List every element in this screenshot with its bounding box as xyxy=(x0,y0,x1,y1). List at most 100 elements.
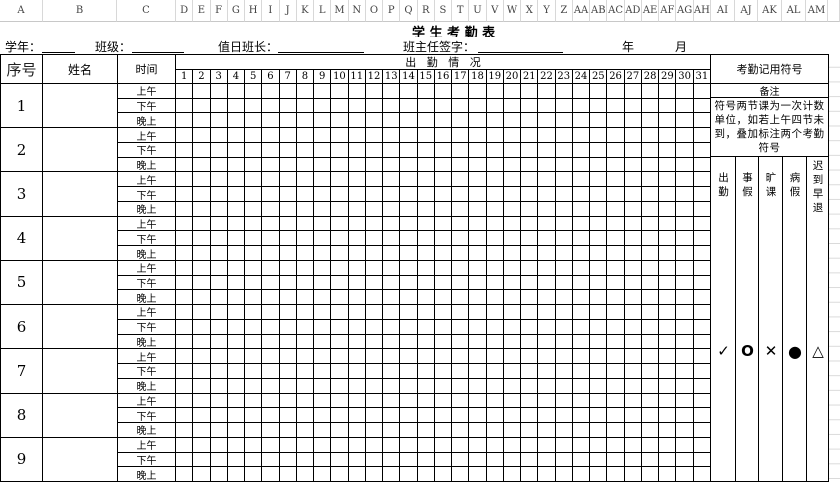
attendance-cell[interactable] xyxy=(176,84,194,99)
attendance-cell[interactable] xyxy=(314,275,332,291)
column-header-ae[interactable]: AE xyxy=(641,0,660,22)
attendance-cell[interactable] xyxy=(365,334,384,350)
attendance-cell[interactable] xyxy=(262,142,280,158)
attendance-cell[interactable] xyxy=(469,84,487,99)
attendance-cell[interactable] xyxy=(572,216,591,232)
attendance-cell[interactable] xyxy=(400,467,418,482)
attendance-cell[interactable] xyxy=(590,423,608,438)
attendance-cell[interactable] xyxy=(417,98,435,114)
attendance-cell[interactable] xyxy=(400,364,418,379)
attendance-cell[interactable] xyxy=(641,393,660,409)
attendance-cell[interactable] xyxy=(400,423,418,438)
attendance-cell[interactable] xyxy=(262,216,280,232)
attendance-cell[interactable] xyxy=(624,467,642,482)
attendance-cell[interactable] xyxy=(659,142,677,158)
attendance-cell[interactable] xyxy=(641,319,660,335)
attendance-cell[interactable] xyxy=(659,260,677,276)
attendance-cell[interactable] xyxy=(331,246,349,261)
attendance-cell[interactable] xyxy=(176,393,194,409)
attendance-cell[interactable] xyxy=(279,334,297,350)
attendance-cell[interactable] xyxy=(348,423,366,438)
attendance-cell[interactable] xyxy=(245,142,263,158)
column-header-d[interactable]: D xyxy=(176,0,194,22)
attendance-cell[interactable] xyxy=(400,378,418,394)
attendance-cell[interactable] xyxy=(279,290,297,306)
attendance-cell[interactable] xyxy=(176,260,194,276)
attendance-cell[interactable] xyxy=(227,423,246,438)
attendance-cell[interactable] xyxy=(676,452,694,468)
attendance-cell[interactable] xyxy=(434,275,453,291)
attendance-cell[interactable] xyxy=(486,201,504,217)
attendance-cell[interactable] xyxy=(434,84,453,99)
attendance-cell[interactable] xyxy=(245,290,263,306)
attendance-cell[interactable] xyxy=(262,349,280,365)
attendance-cell[interactable] xyxy=(521,452,539,468)
attendance-cell[interactable] xyxy=(245,452,263,468)
attendance-cell[interactable] xyxy=(693,216,711,232)
attendance-cell[interactable] xyxy=(314,260,332,276)
attendance-cell[interactable] xyxy=(624,349,642,365)
attendance-cell[interactable] xyxy=(469,113,487,129)
attendance-cell[interactable] xyxy=(538,275,556,291)
attendance-cell[interactable] xyxy=(624,275,642,291)
attendance-cell[interactable] xyxy=(279,172,297,188)
column-header-p[interactable]: P xyxy=(383,0,401,22)
attendance-cell[interactable] xyxy=(176,437,194,453)
attendance-cell[interactable] xyxy=(262,334,280,350)
attendance-cell[interactable] xyxy=(676,378,694,394)
attendance-cell[interactable] xyxy=(176,319,194,335)
attendance-cell[interactable] xyxy=(383,378,401,394)
attendance-cell[interactable] xyxy=(693,452,711,468)
attendance-cell[interactable] xyxy=(245,187,263,202)
attendance-cell[interactable] xyxy=(296,231,315,247)
attendance-cell[interactable] xyxy=(245,231,263,247)
attendance-cell[interactable] xyxy=(331,423,349,438)
attendance-cell[interactable] xyxy=(400,349,418,365)
attendance-cell[interactable] xyxy=(227,364,246,379)
attendance-cell[interactable] xyxy=(210,437,228,453)
attendance-cell[interactable] xyxy=(693,98,711,114)
attendance-cell[interactable] xyxy=(417,187,435,202)
attendance-cell[interactable] xyxy=(383,275,401,291)
attendance-cell[interactable] xyxy=(434,408,453,424)
attendance-cell[interactable] xyxy=(314,290,332,306)
attendance-cell[interactable] xyxy=(624,98,642,114)
attendance-cell[interactable] xyxy=(521,378,539,394)
attendance-cell[interactable] xyxy=(452,172,470,188)
attendance-cell[interactable] xyxy=(641,378,660,394)
attendance-cell[interactable] xyxy=(521,98,539,114)
attendance-cell[interactable] xyxy=(262,84,280,99)
attendance-cell[interactable] xyxy=(245,467,263,482)
column-header-a[interactable]: A xyxy=(0,0,43,22)
attendance-cell[interactable] xyxy=(676,349,694,365)
attendance-cell[interactable] xyxy=(400,187,418,202)
attendance-cell[interactable] xyxy=(607,364,625,379)
attendance-cell[interactable] xyxy=(417,290,435,306)
attendance-cell[interactable] xyxy=(331,157,349,173)
attendance-cell[interactable] xyxy=(331,305,349,320)
attendance-cell[interactable] xyxy=(417,260,435,276)
attendance-cell[interactable] xyxy=(383,231,401,247)
attendance-cell[interactable] xyxy=(383,216,401,232)
attendance-cell[interactable] xyxy=(227,187,246,202)
attendance-cell[interactable] xyxy=(624,334,642,350)
attendance-cell[interactable] xyxy=(572,201,591,217)
attendance-cell[interactable] xyxy=(193,452,211,468)
attendance-cell[interactable] xyxy=(400,319,418,335)
attendance-cell[interactable] xyxy=(503,319,522,335)
attendance-cell[interactable] xyxy=(296,378,315,394)
attendance-cell[interactable] xyxy=(538,231,556,247)
attendance-cell[interactable] xyxy=(314,98,332,114)
attendance-cell[interactable] xyxy=(693,260,711,276)
attendance-cell[interactable] xyxy=(348,246,366,261)
attendance-cell[interactable] xyxy=(486,467,504,482)
attendance-cell[interactable] xyxy=(469,408,487,424)
attendance-cell[interactable] xyxy=(434,349,453,365)
attendance-cell[interactable] xyxy=(538,408,556,424)
attendance-cell[interactable] xyxy=(641,216,660,232)
attendance-cell[interactable] xyxy=(417,408,435,424)
attendance-cell[interactable] xyxy=(469,349,487,365)
attendance-cell[interactable] xyxy=(176,216,194,232)
attendance-cell[interactable] xyxy=(227,260,246,276)
attendance-cell[interactable] xyxy=(365,290,384,306)
